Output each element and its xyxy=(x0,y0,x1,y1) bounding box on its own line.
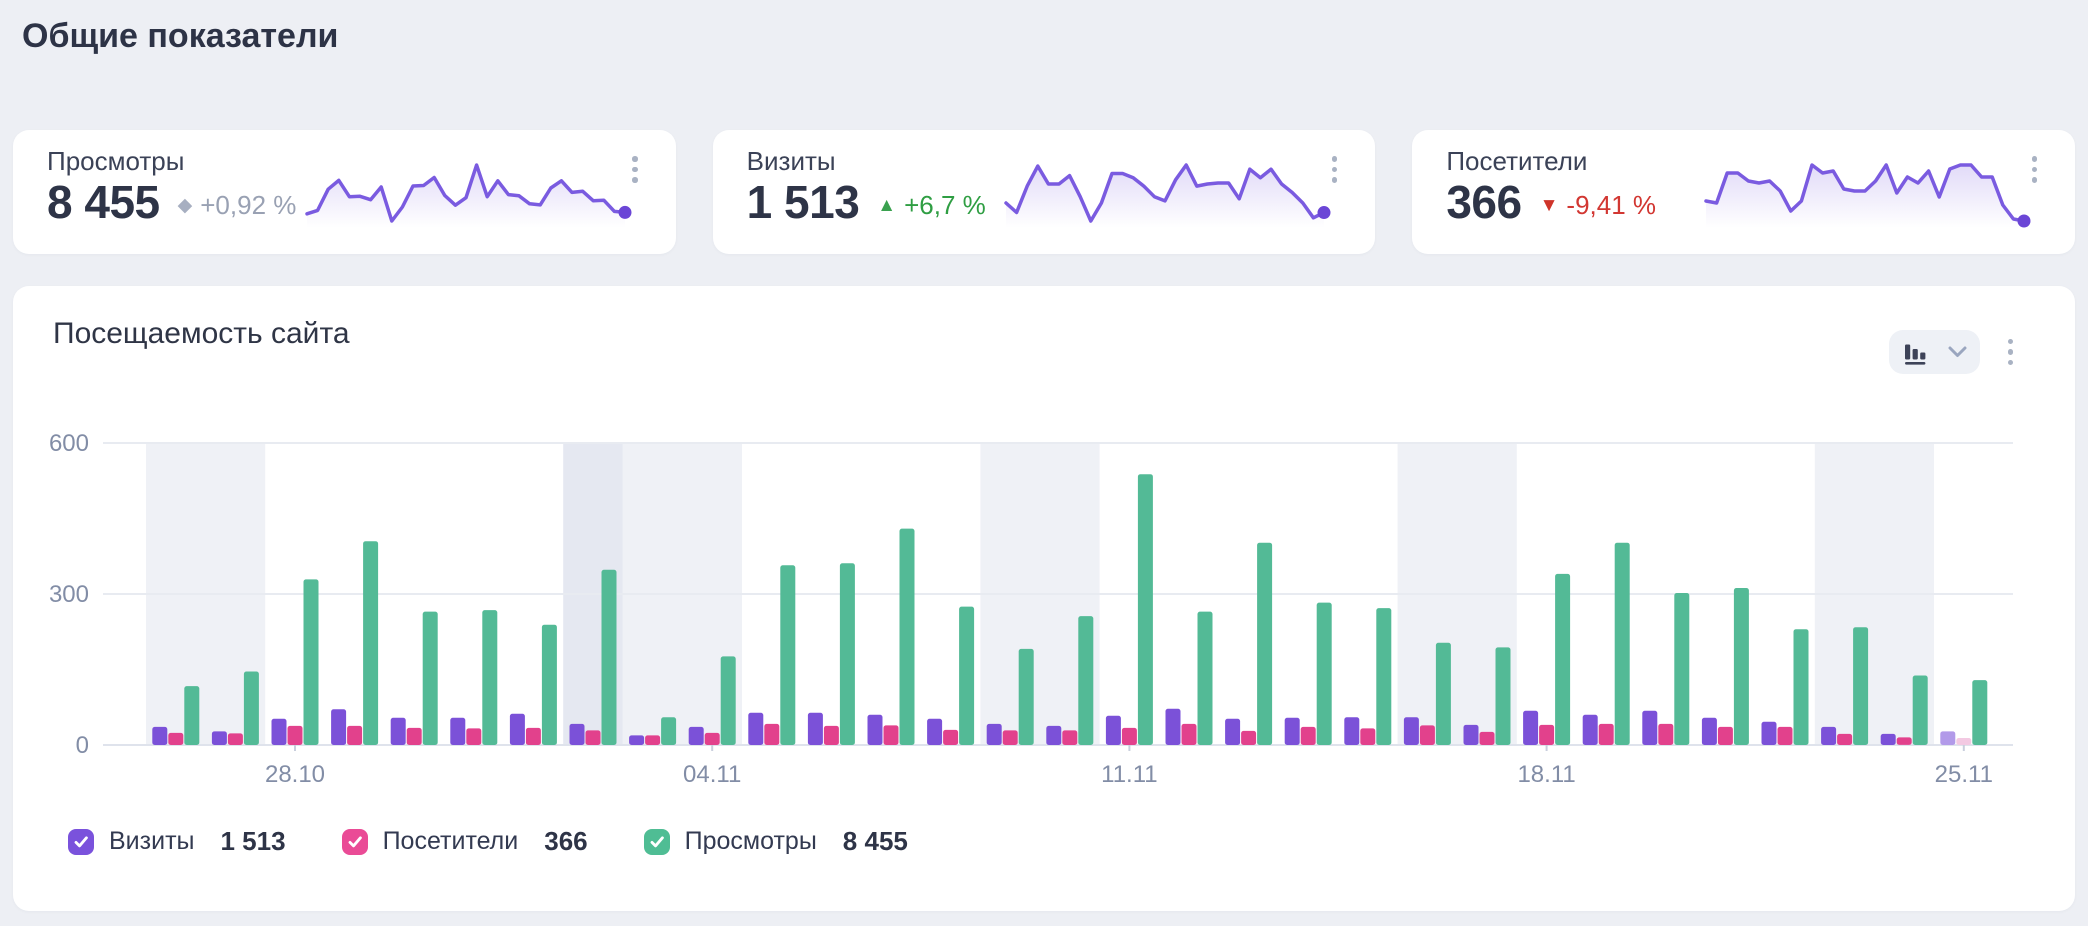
legend-label: Посетители xyxy=(382,827,519,855)
stat-card-label: Посетители xyxy=(1446,146,1588,176)
kebab-menu-button[interactable] xyxy=(2004,335,2018,370)
sparkline-chart xyxy=(304,163,632,228)
legend-value: 366 xyxy=(544,826,588,856)
svg-text:25.11: 25.11 xyxy=(1935,761,1993,788)
chart-title: Посещаемость сайта xyxy=(53,317,350,350)
svg-text:300: 300 xyxy=(49,581,89,608)
sparkline-chart xyxy=(1704,163,2031,228)
bar-chart-icon xyxy=(1904,344,1925,365)
stat-card-value: 8 455 xyxy=(47,176,160,228)
legend-item-visits[interactable]: Визиты 1 513 xyxy=(68,826,286,857)
chart-legend: Визиты 1 513 Посетители 366 Просмотры 8 … xyxy=(68,826,964,857)
summary-cards-row: Просмотры 8 455 ◆ +0,92 % Визиты 1 513 xyxy=(13,130,2076,254)
stat-card-change: +6,7 % xyxy=(904,189,986,220)
stat-card-label: Просмотры xyxy=(47,146,185,176)
chart-type-selector[interactable] xyxy=(1888,330,1980,374)
legend-value: 8 455 xyxy=(842,826,908,856)
svg-text:0: 0 xyxy=(76,732,89,759)
traffic-bar-chart: 0 300 600 28.10 04.11 11.11 18.11 25.11 xyxy=(49,430,2013,788)
trend-diamond-icon: ◆ xyxy=(177,194,193,216)
stat-card-visitors[interactable]: Посетители 366 ▼ -9,41 % xyxy=(1412,130,2076,254)
svg-text:28.10: 28.10 xyxy=(265,761,325,788)
kebab-menu-button[interactable] xyxy=(628,152,642,187)
checkbox-checked-icon xyxy=(341,828,368,855)
trend-down-icon: ▼ xyxy=(1539,194,1559,216)
legend-item-visitors[interactable]: Посетители 366 xyxy=(341,826,588,857)
sparkline-chart xyxy=(1004,163,1331,228)
legend-value: 1 513 xyxy=(220,826,286,856)
checkbox-checked-icon xyxy=(68,828,94,855)
legend-label: Визиты xyxy=(109,827,195,855)
stat-card-visits[interactable]: Визиты 1 513 ▲ +6,7 % xyxy=(712,130,1376,254)
chart-controls xyxy=(1888,330,2018,374)
chevron-down-icon xyxy=(1948,346,1966,357)
stat-card-value: 1 513 xyxy=(746,176,860,228)
trend-up-icon: ▲ xyxy=(877,194,897,216)
page-title: Общие показатели xyxy=(22,17,339,55)
traffic-chart-card: Посещаемость сайта 0 300 600 28.10 04.11 11.1… xyxy=(13,286,2075,911)
svg-text:11.11: 11.11 xyxy=(1101,761,1158,788)
legend-label: Просмотры xyxy=(684,827,817,855)
legend-item-views[interactable]: Просмотры 8 455 xyxy=(643,826,908,857)
checkbox-checked-icon xyxy=(643,828,670,855)
stat-card-views[interactable]: Просмотры 8 455 ◆ +0,92 % xyxy=(13,130,676,254)
kebab-menu-button[interactable] xyxy=(2028,152,2042,187)
svg-text:600: 600 xyxy=(49,430,89,457)
stat-card-change: +0,92 % xyxy=(200,189,297,220)
kebab-menu-button[interactable] xyxy=(1328,152,1342,187)
stat-card-label: Визиты xyxy=(746,146,836,176)
stat-card-change: -9,41 % xyxy=(1566,189,1657,220)
svg-text:04.11: 04.11 xyxy=(683,761,741,788)
svg-text:18.11: 18.11 xyxy=(1517,761,1575,788)
stat-card-value: 366 xyxy=(1446,176,1522,228)
